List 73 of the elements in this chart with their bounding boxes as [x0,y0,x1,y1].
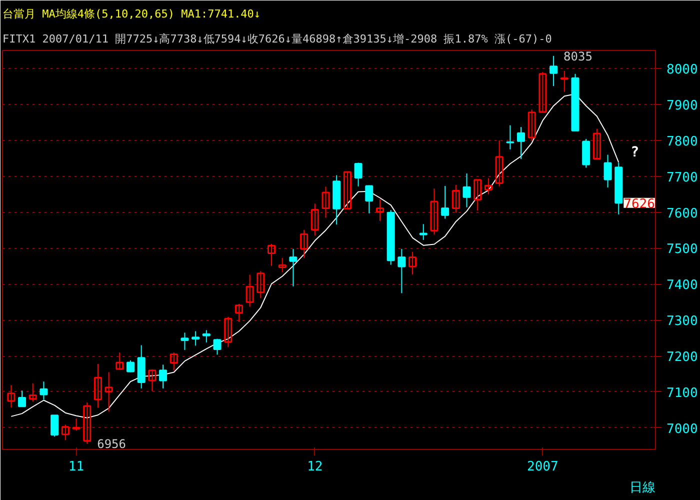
candlestick [300,229,308,258]
y-tick-label: 7300 [666,314,698,330]
candlestick [72,418,80,431]
candlestick [506,124,514,150]
candlestick [354,162,362,187]
candlestick [310,203,319,236]
text: ? [630,144,640,161]
candlestick [224,316,232,348]
chart-title: 台當月 MA均線4條(5,10,20,65) MA1:7741.40↓ [2,8,261,20]
y-tick-label: 7700 [666,170,698,186]
candlestick [159,364,168,389]
candlestick [582,138,590,168]
candlestick [18,390,26,408]
candlestick [192,330,200,346]
y-tick-label: 7500 [666,242,698,258]
candlestick [419,224,428,240]
candlestick [441,186,450,220]
candlestick [148,368,156,392]
candlestick [116,352,124,370]
candlestick [343,171,352,210]
candlestick [50,414,59,438]
candlestick [61,424,70,441]
candlestick [213,338,222,356]
y-tick-label: 7100 [666,386,698,401]
y-tick-label: 7600 [666,206,698,222]
candlestick [104,372,113,412]
candlestick [28,382,37,402]
candlestick [376,198,384,222]
candlestick [528,108,536,141]
y-tick-label: 7200 [666,350,698,366]
candlestick [592,128,601,160]
candlestick [365,184,374,214]
candlestick [170,352,178,371]
candlestick [408,251,417,275]
candlestick [322,186,330,218]
annotation: 8035 [564,49,592,64]
text: 日線 [630,480,656,496]
candlestick [234,303,243,322]
candlestick [516,126,525,160]
y-tick-label: 7800 [666,134,698,150]
y-tick-label: 7400 [666,278,698,294]
x-tick-label: 12 [307,460,323,474]
y-tick-label: 7000 [666,422,698,437]
candlestick [484,178,492,195]
candlestick [289,248,298,287]
candlestick [398,248,406,294]
candlestick [495,140,504,187]
candlestick [560,70,568,92]
candlestick [452,184,460,214]
candlestick [83,402,92,444]
candlestick [202,330,210,343]
candlestick [278,257,286,273]
candlestick [550,55,558,87]
line-series [10,93,620,418]
candlestick [40,381,48,400]
candlestick [604,154,612,188]
candlestick [94,363,102,408]
chart-subtitle: FITX1 2007/01/11 開7725↓高7738↓低7594↓收7626↓量46898↑倉39135↓增-2908 振1.87% 漲(-67)-0 [2,32,552,46]
x-tick-label: 11 [68,460,84,474]
annotation: 7626 [624,196,655,212]
candlestick [180,332,189,350]
candlestick [474,179,482,211]
candlestick [462,172,471,208]
candlestick [538,72,547,113]
y-tick-label: 7900 [666,98,698,114]
candlestick [256,270,265,299]
candlestick [246,274,254,308]
annotation: 6956 [97,437,126,452]
y-tick-label: 8000 [666,62,698,78]
candlestick [268,243,276,266]
x-tick-label: 2007 [527,460,558,474]
candlestick [430,188,438,236]
candlestick [7,384,16,408]
